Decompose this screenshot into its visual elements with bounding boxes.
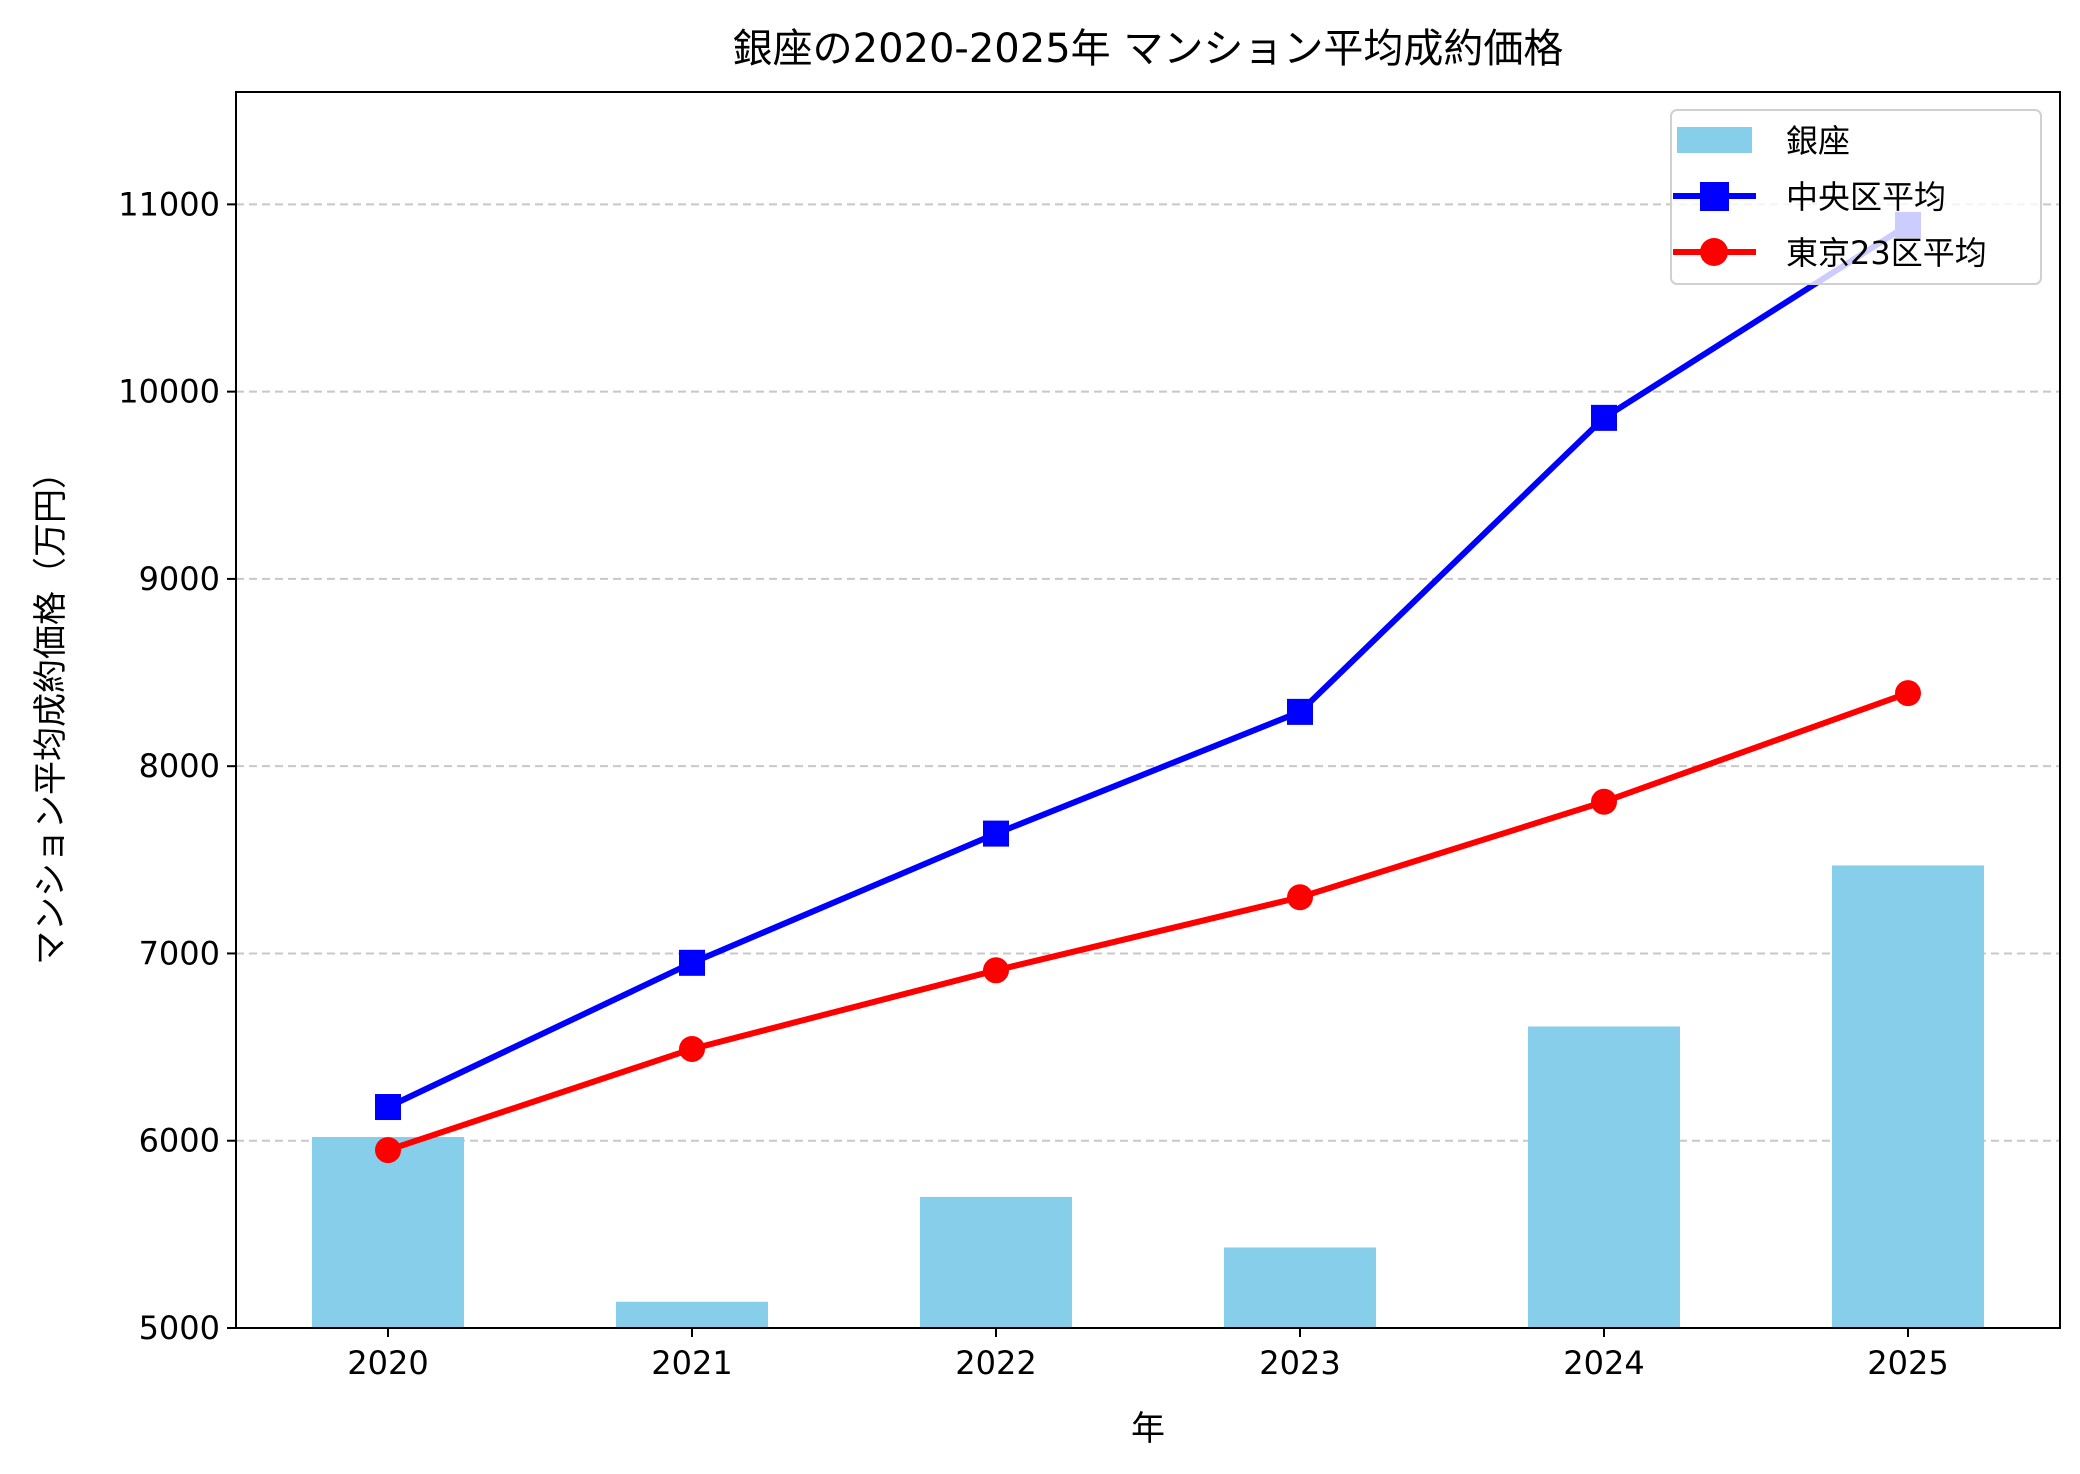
x-tick-label: 2020 [347,1344,428,1382]
bar [1832,865,1984,1328]
data-point [1591,788,1617,815]
series-line [387,690,1910,1153]
y-axis: 5000 6000 7000 8000 9000 10000 11000 [118,185,236,1347]
legend-marker [1700,182,1729,211]
data-point [983,957,1009,984]
data-point [1895,680,1921,707]
y-axis-label: マンション平均成約価格（万円） [31,455,71,965]
bar [312,1136,464,1328]
legend-label: 東京23区平均 [1786,234,1987,272]
bars [312,865,1984,1328]
series-line [386,222,1910,1110]
bar [1528,1026,1680,1328]
x-tick-label: 2022 [955,1344,1036,1382]
legend-box [1670,109,2042,285]
x-tick-label: 2023 [1259,1344,1340,1382]
data-point [1287,884,1313,911]
x-tick-label: 2025 [1867,1344,1948,1382]
data-point [1591,404,1617,431]
data-point [1287,698,1313,725]
x-tick-label: 2024 [1563,1344,1644,1382]
data-point [375,1094,401,1121]
y-tick-label: 5000 [139,1309,220,1347]
legend-marker [1700,238,1728,266]
legend-swatch [1677,127,1752,153]
x-axis: 2020 2021 2022 2023 2024 2025 [347,1328,1949,1382]
legend-label: 銀座 [1786,122,1850,160]
y-tick-label: 7000 [139,934,220,972]
data-point [679,949,705,976]
legend-label: 中央区平均 [1786,178,1946,216]
bar [616,1301,768,1328]
bar [1224,1247,1376,1328]
plot-frame [235,91,2061,1329]
x-tick-label: 2021 [651,1344,732,1382]
gridlines [236,203,2060,1142]
x-axis-label: 年 [1131,1409,1165,1449]
lines [375,211,1921,1164]
data-point [983,820,1009,847]
data-point [679,1035,705,1062]
y-tick-label: 11000 [118,185,220,223]
data-point [375,1137,401,1164]
bar [920,1196,1072,1328]
y-tick-label: 10000 [118,373,220,411]
chart-title: 銀座の2020-2025年 マンション平均成約価格 [733,26,1564,72]
y-tick-label: 9000 [139,560,220,598]
y-tick-label: 6000 [139,1122,220,1160]
y-tick-label: 8000 [139,747,220,785]
